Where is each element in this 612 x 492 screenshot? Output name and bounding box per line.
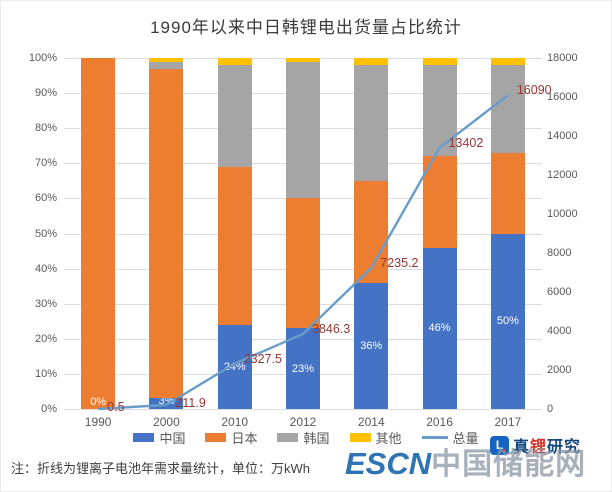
bar-percent-label: 0% (90, 396, 107, 408)
bar-segment-其他 (149, 58, 184, 62)
realli-li-icon: L (490, 435, 509, 455)
legend-color-swatch (349, 433, 371, 442)
left-axis-tick: 90% (34, 87, 57, 100)
bar-segment-日本 (217, 166, 252, 325)
escn-latin-text: ESCN (345, 446, 432, 481)
line-value-label: 2327.5 (243, 351, 282, 366)
left-axis-tick: 60% (34, 192, 57, 205)
escn-watermark: ESCN中国储能网 (345, 448, 586, 480)
x-tick-label: 2010 (221, 415, 249, 429)
bar-segment-中国 (422, 247, 457, 409)
legend-item-韩国: 韩国 (277, 428, 330, 447)
line-value-label: 0.5 (107, 399, 125, 414)
bar-percargs-label: 50% (496, 315, 519, 328)
line-value-label: 13402 (448, 135, 484, 150)
bar-segment-日本 (81, 58, 116, 409)
bar-segment-韩国 (354, 65, 389, 181)
bar-segment-中国 (286, 328, 320, 409)
right-axis-tick: 12000 (547, 169, 578, 181)
left-axis-tick: 100% (28, 52, 57, 64)
right-axis-tick: 4000 (547, 325, 572, 337)
bar-segment-韩国 (422, 65, 457, 157)
legend-label: 其他 (375, 431, 402, 446)
left-axis-tick: 20% (34, 332, 57, 345)
right-axis-tick: 2000 (547, 364, 572, 376)
escn-chinese-text: 中国储能网 (431, 448, 587, 481)
legend-line-swatch (421, 436, 448, 439)
bar-segment-其他 (490, 58, 525, 66)
bar-segment-其他 (217, 58, 252, 66)
legend-color-swatch (205, 433, 227, 442)
bar-segment-韩国 (286, 61, 320, 199)
right-axis-tick: 6000 (547, 286, 572, 298)
bar-segment-日本 (490, 152, 525, 234)
bar-percargs-label: 36% (360, 339, 383, 352)
x-tick-label: 2016 (426, 415, 453, 429)
left-axis-tick: 80% (34, 122, 57, 135)
bar-percargs-label: 24% (223, 360, 246, 373)
bar-segment-其他 (422, 58, 457, 66)
bar-percargs-label: 23% (291, 362, 315, 375)
right-axis-tick: 14000 (547, 130, 578, 142)
x-tick-label: 2000 (153, 415, 180, 429)
left-axis-tick: 0% (41, 403, 57, 415)
x-tick-label: 2017 (494, 415, 522, 429)
bar-segment-韩国 (217, 65, 252, 167)
legend-item-总量: 总量 (421, 428, 479, 447)
right-axis-tick: 18000 (547, 52, 578, 64)
left-axis-tick: 40% (34, 262, 57, 275)
right-axis-tick: 16000 (547, 91, 578, 103)
line-value-label: 211.9 (175, 395, 206, 410)
bar-segment-其他 (286, 58, 320, 62)
bar-percargs-label: 46% (428, 322, 451, 335)
line-value-label: 16090 (516, 83, 552, 98)
bar-segment-日本 (422, 156, 457, 248)
legend-color-swatch (277, 433, 299, 442)
bar-segment-中国 (354, 282, 389, 409)
x-tick-label: 2012 (289, 415, 317, 429)
right-axis-tick: 0 (547, 403, 554, 415)
chart-title: 1990年以来中日韩锂电出货量占比统计 (150, 18, 462, 37)
legend: 中国 日本 韩国 其他 总量 (1, 428, 611, 447)
left-axis-tick: 70% (34, 157, 57, 170)
bar-segment-日本 (286, 198, 320, 329)
bar-segment-中国 (217, 324, 252, 409)
legend-label: 中国 (159, 431, 186, 446)
gridline (64, 409, 542, 410)
legend-item-其他: 其他 (349, 428, 402, 447)
line-value-label: 3846.3 (312, 321, 351, 336)
plot-area: 0% 3% 24% 23% 36% 46% 50% (64, 58, 542, 410)
realli-research-logo: L 真锂研究 (490, 433, 581, 457)
bar-segment-其他 (354, 58, 389, 66)
legend-label: 日本 (231, 431, 258, 446)
x-tick-label: 2014 (357, 415, 385, 429)
x-tick-label: 1990 (84, 415, 112, 429)
left-axis-tick: 50% (34, 227, 57, 240)
legend-color-swatch (133, 433, 155, 442)
legend-item-日本: 日本 (205, 428, 257, 447)
right-axis-tick: 8000 (547, 247, 572, 259)
bar-segment-日本 (149, 68, 184, 399)
right-axis-tick: 10000 (547, 208, 578, 220)
legend-label: 韩国 (303, 431, 330, 446)
chart-footnote: 注：折线为锂离子电池年需求量统计，单位：万kWh (11, 461, 311, 476)
left-axis-tick: 10% (34, 367, 57, 380)
bar-segment-韩国 (149, 61, 184, 69)
legend-item-中国: 中国 (133, 428, 185, 447)
realli-logo-text: 真锂研究 (513, 439, 582, 456)
line-value-label: 7235.2 (380, 255, 419, 270)
bar-segment-中国 (490, 233, 525, 409)
legend-label: 总量 (452, 431, 479, 446)
bar-segment-韩国 (490, 65, 525, 153)
left-axis-tick: 30% (34, 297, 57, 310)
